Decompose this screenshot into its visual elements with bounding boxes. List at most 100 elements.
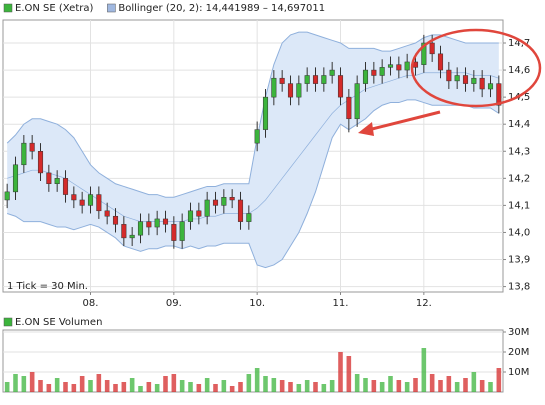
candle-body bbox=[87, 194, 94, 206]
volume-bar bbox=[271, 378, 277, 392]
candle-body bbox=[496, 83, 502, 106]
volume-bar bbox=[38, 380, 43, 392]
candle-body bbox=[371, 69, 377, 76]
volume-bar bbox=[129, 378, 135, 392]
candle-body bbox=[46, 172, 52, 184]
volume-bar bbox=[221, 380, 227, 392]
candle-body bbox=[204, 199, 210, 217]
candle-body bbox=[4, 191, 10, 201]
annotation-highlight bbox=[358, 28, 542, 136]
candle-body bbox=[329, 69, 335, 76]
volume-bar bbox=[154, 384, 160, 392]
volume-bar bbox=[79, 376, 85, 392]
y-tick-label: 14,0 bbox=[508, 227, 530, 238]
candle-body bbox=[296, 83, 302, 98]
candle-body bbox=[187, 210, 194, 222]
volume-bar bbox=[113, 384, 118, 392]
y-tick-label: 10M bbox=[508, 367, 529, 378]
volume-bar bbox=[488, 382, 493, 392]
volume-bar bbox=[313, 382, 318, 392]
x-tick-label: 09. bbox=[166, 298, 182, 309]
candle-body bbox=[279, 77, 285, 84]
candle-body bbox=[54, 178, 60, 184]
candle-body bbox=[21, 142, 27, 166]
volume-bar bbox=[338, 352, 343, 392]
candle-body bbox=[121, 224, 127, 239]
candle-body bbox=[354, 83, 360, 120]
candle-body bbox=[162, 218, 169, 225]
candle-body bbox=[454, 75, 460, 82]
volume-bar bbox=[4, 382, 10, 392]
volume-bar bbox=[413, 378, 418, 392]
y-tick-label: 14,3 bbox=[508, 146, 530, 157]
volume-bar bbox=[496, 368, 502, 392]
highlight-ellipse bbox=[410, 28, 542, 108]
volume-bar bbox=[213, 384, 218, 392]
volume-bar bbox=[238, 382, 243, 392]
y-tick-label: 14,4 bbox=[508, 119, 530, 130]
candle-body bbox=[321, 75, 327, 84]
candle-body bbox=[337, 75, 344, 98]
y-tick-label: 14,5 bbox=[508, 92, 530, 103]
candle-body bbox=[404, 61, 410, 71]
candle-body bbox=[154, 218, 160, 228]
candle-body bbox=[62, 178, 69, 195]
candle-body bbox=[146, 221, 152, 228]
candle-body bbox=[421, 42, 427, 65]
bollinger-lower bbox=[7, 99, 500, 269]
candle-body bbox=[487, 83, 494, 90]
candle-body bbox=[29, 142, 35, 152]
candle-body bbox=[196, 210, 202, 217]
bollinger-band bbox=[7, 32, 499, 268]
volume-bar bbox=[279, 380, 285, 392]
volume-bar bbox=[146, 382, 152, 392]
candle-body bbox=[79, 199, 85, 206]
candle-body bbox=[254, 129, 260, 144]
volume-bar bbox=[63, 382, 68, 392]
candle-body bbox=[112, 215, 119, 225]
plot: E.ON SE (Xetra) Bollinger (20, 2): 14,441… bbox=[2, 3, 530, 393]
candle-body bbox=[304, 75, 310, 84]
volume-bar bbox=[288, 382, 293, 392]
candle-body bbox=[104, 210, 110, 217]
y-tick-label: 14,2 bbox=[508, 173, 530, 184]
volume-bar bbox=[96, 374, 102, 392]
candle-body bbox=[96, 194, 102, 212]
volume-bar bbox=[388, 376, 393, 392]
candle-body bbox=[346, 96, 352, 120]
legend-label: E.ON SE Volumen bbox=[15, 317, 102, 328]
volume-bar bbox=[463, 378, 468, 392]
candle-body bbox=[312, 75, 319, 84]
candle-body bbox=[287, 83, 294, 98]
candle-body bbox=[137, 221, 144, 236]
volume-bar bbox=[21, 376, 27, 392]
volume-bar bbox=[104, 380, 110, 392]
volume-bar bbox=[354, 374, 360, 392]
y-tick-label: 13,8 bbox=[508, 282, 530, 293]
y-tick-label: 14,1 bbox=[508, 200, 530, 211]
volume-bar bbox=[229, 386, 235, 392]
volume-bar bbox=[421, 348, 427, 392]
volume-bar bbox=[396, 380, 402, 392]
volume-bar bbox=[13, 374, 18, 392]
volume-bar bbox=[296, 384, 302, 392]
legend-swatch bbox=[3, 3, 13, 13]
volume-bar bbox=[29, 372, 35, 392]
arrow-head bbox=[358, 122, 374, 136]
legend-swatch bbox=[107, 3, 116, 13]
volume-bar bbox=[454, 382, 460, 392]
volume-bar bbox=[171, 374, 177, 392]
legend-label: E.ON SE (Xetra) bbox=[15, 3, 93, 14]
volume-bar bbox=[321, 384, 327, 392]
candle-body bbox=[362, 69, 369, 84]
candle-body bbox=[212, 199, 219, 206]
volume-bar bbox=[471, 372, 477, 392]
volume-bar bbox=[121, 382, 127, 392]
x-tick-label: 10. bbox=[249, 298, 265, 309]
volume-bar bbox=[254, 368, 260, 392]
volume-bar bbox=[346, 356, 352, 392]
bollinger-middle bbox=[7, 72, 499, 222]
plot-frame bbox=[2, 329, 504, 393]
volume-bar bbox=[404, 382, 410, 392]
